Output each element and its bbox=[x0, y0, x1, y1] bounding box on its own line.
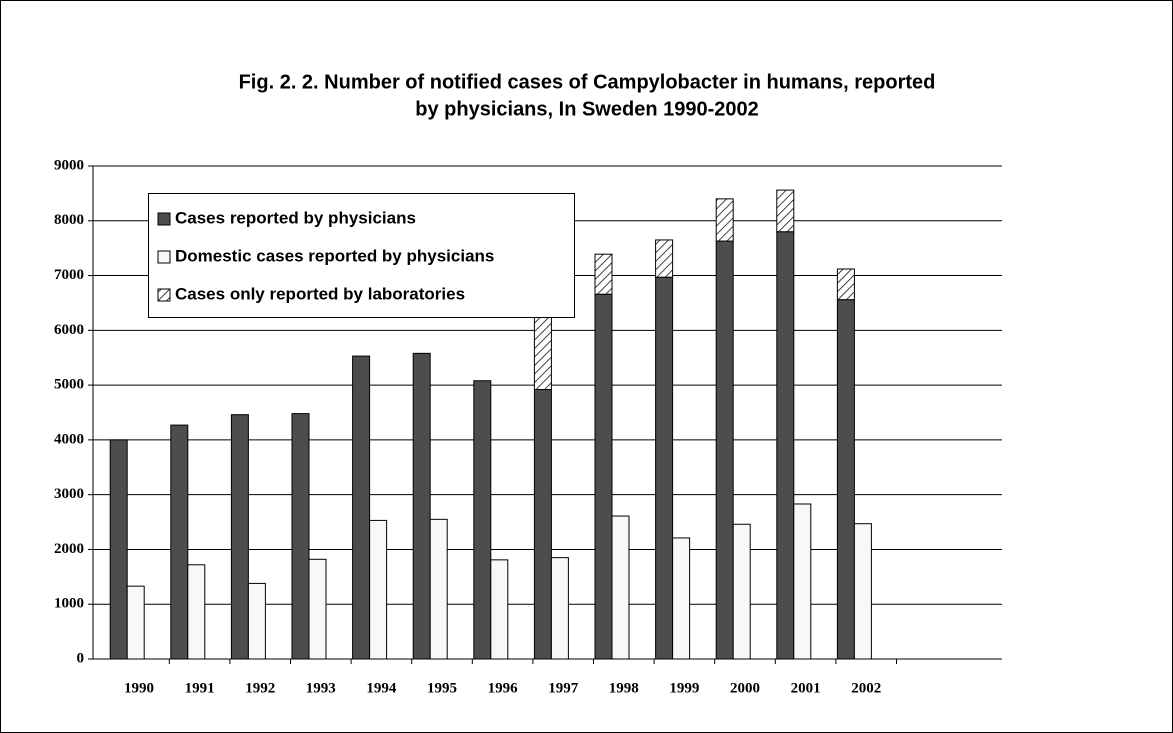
y-tick-label: 8000 bbox=[54, 212, 84, 228]
bar bbox=[655, 276, 674, 660]
bar bbox=[126, 585, 145, 660]
bar bbox=[429, 518, 448, 660]
legend-swatch bbox=[157, 250, 171, 264]
bar bbox=[550, 557, 569, 660]
bar bbox=[187, 564, 206, 660]
bar bbox=[776, 189, 795, 233]
x-tick-label: 1999 bbox=[669, 680, 699, 696]
bar bbox=[533, 388, 552, 660]
bar bbox=[853, 523, 872, 660]
bar bbox=[109, 439, 128, 660]
bar bbox=[715, 198, 734, 242]
y-tick-label: 5000 bbox=[54, 377, 84, 393]
bar bbox=[473, 380, 492, 660]
bar bbox=[836, 268, 855, 301]
bar bbox=[715, 240, 734, 660]
bar bbox=[352, 355, 371, 660]
bar bbox=[247, 582, 266, 660]
x-tick-label: 1996 bbox=[488, 680, 519, 696]
x-tick-label: 1990 bbox=[124, 680, 154, 696]
x-tick-label: 2001 bbox=[791, 680, 821, 696]
y-tick-label: 1000 bbox=[54, 596, 84, 612]
x-tick-label: 1991 bbox=[185, 680, 215, 696]
y-tick-label: 0 bbox=[77, 650, 85, 666]
bar bbox=[412, 352, 431, 660]
bar bbox=[230, 414, 249, 660]
bar bbox=[776, 231, 795, 660]
y-tick-label: 3000 bbox=[54, 486, 84, 502]
bar bbox=[655, 239, 674, 278]
x-tick-label: 1995 bbox=[427, 680, 457, 696]
legend-label: Cases only reported by laboratories bbox=[175, 284, 465, 303]
x-tick-label: 1993 bbox=[306, 680, 336, 696]
y-tick-label: 7000 bbox=[54, 267, 84, 283]
bar bbox=[369, 519, 388, 660]
y-tick-label: 4000 bbox=[54, 431, 84, 447]
bar bbox=[836, 299, 855, 660]
chart-title: Fig. 2. 2. Number of notified cases of C… bbox=[239, 71, 936, 93]
bar bbox=[490, 559, 509, 660]
bar bbox=[611, 515, 630, 660]
legend-swatch bbox=[157, 288, 171, 302]
y-tick-label: 2000 bbox=[54, 541, 84, 557]
legend-label: Domestic cases reported by physicians bbox=[175, 246, 494, 265]
x-tick-label: 1997 bbox=[548, 680, 579, 696]
bar bbox=[732, 523, 751, 660]
legend-box bbox=[148, 193, 575, 318]
bar bbox=[594, 253, 613, 295]
y-tick-label: 9000 bbox=[54, 157, 84, 173]
legend-swatch bbox=[157, 212, 171, 226]
x-tick-label: 1994 bbox=[366, 680, 397, 696]
y-tick-label: 6000 bbox=[54, 322, 84, 338]
x-tick-label: 2000 bbox=[730, 680, 760, 696]
chart-subtitle: by physicians, In Sweden 1990-2002 bbox=[415, 98, 759, 120]
bar bbox=[672, 537, 691, 660]
x-tick-label: 2002 bbox=[851, 680, 881, 696]
bar bbox=[308, 558, 327, 660]
legend-label: Cases reported by physicians bbox=[175, 208, 416, 227]
bar bbox=[170, 424, 189, 660]
x-tick-label: 1992 bbox=[245, 680, 275, 696]
bar bbox=[793, 503, 812, 660]
bar bbox=[291, 413, 310, 660]
bar bbox=[594, 293, 613, 660]
x-tick-label: 1998 bbox=[609, 680, 639, 696]
